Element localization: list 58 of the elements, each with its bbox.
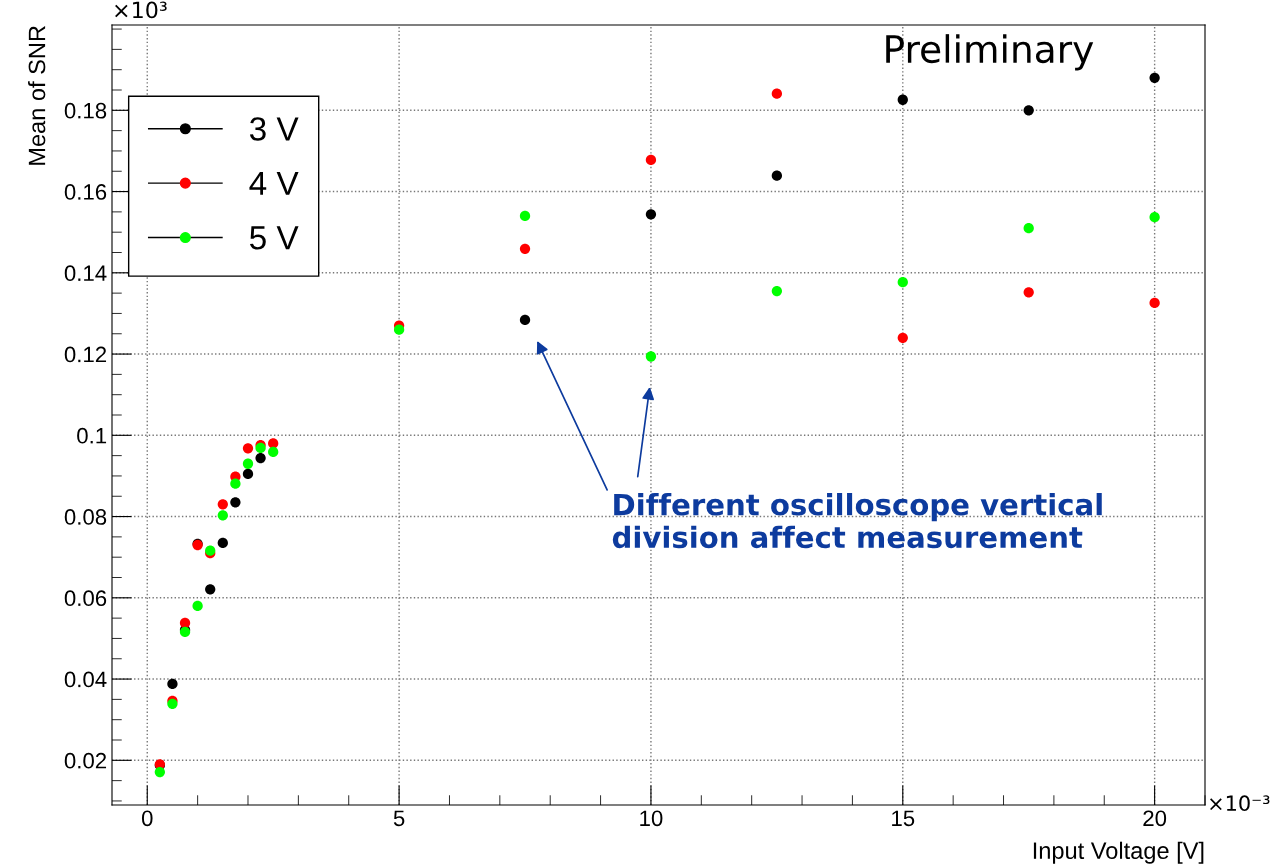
point	[897, 277, 908, 288]
point	[519, 210, 531, 222]
point	[230, 497, 241, 508]
y-tick-label: 0.1	[77, 427, 107, 444]
point	[1023, 287, 1034, 298]
point	[1149, 72, 1160, 83]
point	[205, 584, 216, 595]
y-tick-label: 0.14	[64, 265, 107, 282]
x-axis-title: Input Voltage [V]	[1033, 841, 1204, 864]
x-tick-label: 20	[1143, 810, 1167, 827]
point	[268, 438, 279, 449]
point	[645, 209, 657, 220]
x-tick-label: 5	[393, 810, 405, 827]
x-tick-label: 0	[141, 810, 153, 827]
point	[1023, 222, 1034, 234]
text: ×10³	[115, 1, 167, 19]
point	[771, 170, 783, 181]
point	[1149, 212, 1160, 223]
point	[519, 243, 531, 254]
text: ×10⁻³	[1210, 795, 1270, 812]
y-tick-label: 0.16	[64, 184, 107, 200]
point	[1149, 297, 1160, 309]
point	[1023, 105, 1034, 116]
point	[179, 617, 191, 629]
annotation: Different oscilloscope vertical division affect measurement	[612, 493, 1102, 549]
point	[393, 324, 405, 335]
legend-label: 3 V	[249, 117, 299, 141]
point	[242, 468, 254, 480]
x-tick-label: 10	[640, 810, 663, 827]
point	[255, 452, 266, 464]
point	[230, 478, 241, 489]
point	[897, 332, 908, 343]
point	[519, 314, 531, 326]
point	[242, 443, 254, 454]
point	[154, 766, 165, 778]
y-tick-label: 0.08	[64, 509, 107, 525]
point	[217, 537, 228, 549]
point	[192, 600, 203, 612]
point	[217, 510, 228, 521]
legend-label: 5 V	[250, 226, 299, 250]
point	[645, 154, 657, 166]
point	[897, 94, 908, 105]
point	[217, 499, 228, 510]
point	[771, 88, 783, 99]
annotation: Preliminary	[886, 34, 1094, 71]
y-tick-label: 0.12	[64, 346, 107, 363]
y-tick-label: 0.04	[64, 671, 107, 688]
x-tick-label: 15	[892, 810, 915, 827]
point	[242, 458, 254, 469]
y-tick-label: 0.02	[64, 752, 107, 769]
legend-label: 4 V	[249, 171, 299, 195]
y-tick-label: 0.06	[64, 590, 107, 607]
y-axis-title: Mean of SNR	[28, 26, 46, 165]
point	[167, 678, 178, 690]
point	[771, 285, 783, 297]
point	[268, 446, 279, 458]
y-tick-label: 0.18	[64, 102, 107, 119]
point	[645, 351, 657, 362]
